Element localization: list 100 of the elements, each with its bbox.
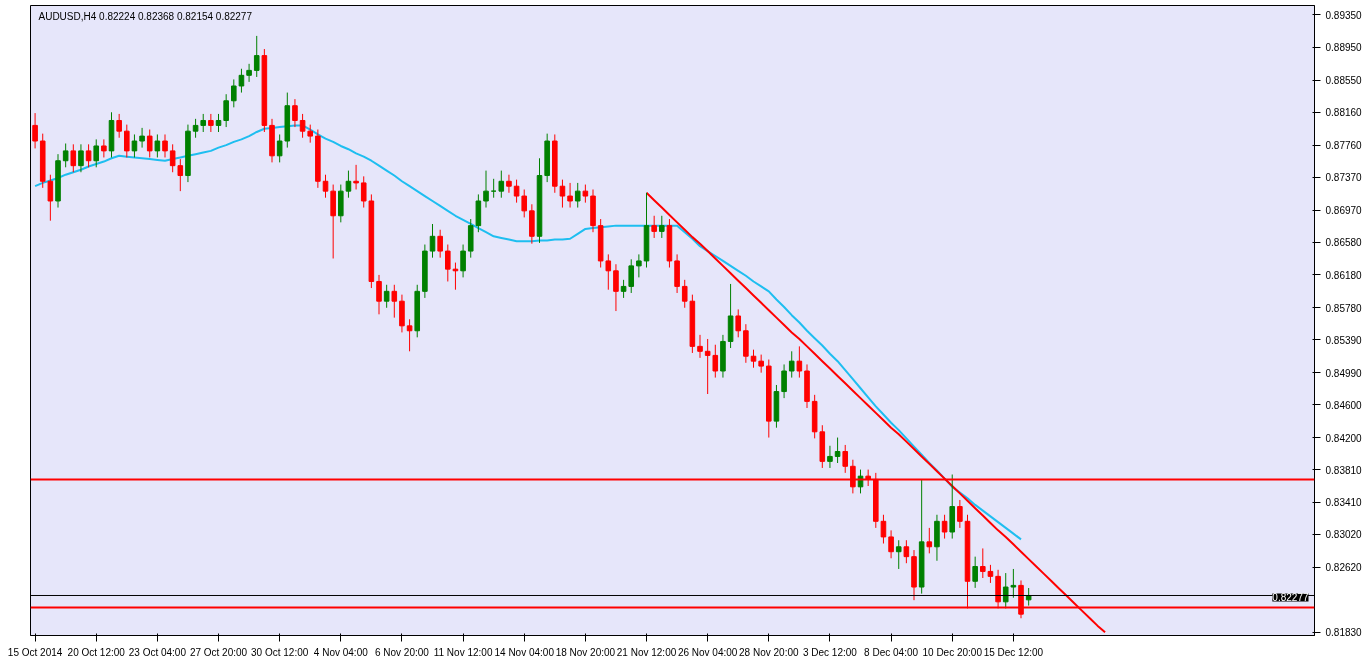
candlestick xyxy=(613,263,619,312)
candlestick xyxy=(582,184,589,204)
x-tick-label: 4 Nov 04:00 xyxy=(313,646,369,658)
candlestick xyxy=(154,133,161,158)
candlestick xyxy=(521,188,528,218)
candlestick xyxy=(78,143,84,173)
candlestick xyxy=(980,547,986,579)
candlestick xyxy=(406,318,413,352)
candlestick xyxy=(651,215,657,239)
candlestick xyxy=(781,363,787,399)
candlestick xyxy=(460,244,466,278)
candlestick xyxy=(429,223,436,259)
x-tick-label: 11 Nov 12:00 xyxy=(433,646,493,658)
candlestick xyxy=(880,514,887,545)
candlestick xyxy=(47,174,54,222)
y-tick-label: 0.88160 xyxy=(1325,107,1363,119)
x-tick-label: 20 Oct 12:00 xyxy=(67,646,126,658)
y-tick-label: 0.86580 xyxy=(1325,237,1363,249)
candlestick xyxy=(238,68,245,94)
candlestick xyxy=(636,253,642,278)
candlestick xyxy=(987,564,994,584)
candlestick xyxy=(697,334,703,359)
candlestick xyxy=(253,35,260,78)
candlestick xyxy=(177,158,184,192)
candlestick xyxy=(360,175,367,209)
candlestick xyxy=(712,344,719,379)
x-tick-label: 6 Nov 20:00 xyxy=(374,646,430,658)
candlestick xyxy=(93,138,100,168)
candlestick xyxy=(513,179,520,204)
candlestick xyxy=(169,143,176,173)
candlestick xyxy=(903,539,910,564)
candlestick xyxy=(345,170,352,199)
x-tick-label: 23 Oct 04:00 xyxy=(128,646,187,658)
y-tick-label: 0.86180 xyxy=(1325,269,1363,281)
y-tick-label: 0.83810 xyxy=(1325,464,1363,476)
candlestick xyxy=(322,174,329,199)
x-tick-label: 15 Oct 2014 xyxy=(7,646,63,658)
candlestick xyxy=(957,499,963,529)
candlestick xyxy=(704,338,711,395)
y-tick-label: 0.87370 xyxy=(1325,172,1363,184)
candlestick xyxy=(842,444,849,474)
candlestick xyxy=(445,244,451,282)
candlestick xyxy=(834,437,841,464)
candlestick xyxy=(972,556,978,589)
candlestick xyxy=(788,350,795,379)
candlestick xyxy=(70,143,77,173)
candlestick xyxy=(146,129,153,158)
candlestick xyxy=(276,133,283,163)
candlestick xyxy=(62,142,69,168)
y-tick-label: 0.89350 xyxy=(1325,9,1363,21)
candlestick xyxy=(681,279,688,309)
y-tick-label: 0.88950 xyxy=(1325,42,1363,54)
candlestick xyxy=(101,138,107,158)
candlestick xyxy=(483,170,489,209)
candlestick xyxy=(567,182,573,209)
candlestick xyxy=(941,514,948,540)
y-tick-label: 0.87760 xyxy=(1325,140,1363,152)
y-tick-label: 0.84990 xyxy=(1325,367,1363,379)
candlestick xyxy=(735,308,742,338)
y-tick-label: 0.85390 xyxy=(1325,334,1363,346)
text: AUDUSD,H4 0.82224 0.82368 0.82154 0.82277 xyxy=(38,10,253,22)
candlestick xyxy=(1010,568,1017,599)
y-tick-label: 0.81830 xyxy=(1325,627,1363,639)
candlestick xyxy=(437,229,443,259)
candlestick xyxy=(895,539,902,570)
candlestick xyxy=(246,63,252,83)
candlestick xyxy=(559,179,566,209)
candlestick xyxy=(383,284,390,309)
candlestick xyxy=(32,112,38,149)
x-tick-label: 26 Nov 04:00 xyxy=(677,646,738,658)
x-tick-label: 21 Nov 12:00 xyxy=(616,646,677,658)
candlestick xyxy=(116,113,122,139)
x-tick-label: 10 Dec 20:00 xyxy=(922,646,983,658)
candlestick xyxy=(490,178,497,199)
x-tick-label: 28 Nov 20:00 xyxy=(739,646,799,658)
x-tick-label: 18 Nov 20:00 xyxy=(555,646,616,658)
candlestick xyxy=(376,274,382,315)
candlestick xyxy=(498,170,505,199)
candlestick xyxy=(353,164,359,190)
x-tick-label: 27 Oct 20:00 xyxy=(189,646,248,658)
ref-line-label: 0.82277 xyxy=(1272,592,1309,604)
y-tick-label: 0.88550 xyxy=(1325,75,1363,87)
y-tick-label: 0.83020 xyxy=(1325,529,1363,541)
candlestick xyxy=(292,98,298,128)
candlestick xyxy=(659,215,665,239)
x-tick-label: 3 Dec 12:00 xyxy=(802,646,858,658)
x-tick-label: 8 Dec 04:00 xyxy=(864,646,919,658)
y-tick-label: 0.84200 xyxy=(1325,432,1363,444)
candlestick xyxy=(162,133,168,158)
y-tick-label: 0.85780 xyxy=(1325,302,1363,314)
candlestick xyxy=(223,93,229,128)
candlestick xyxy=(299,113,306,139)
candlestick xyxy=(926,527,933,554)
x-tick-label: 15 Dec 12:00 xyxy=(983,646,1044,658)
y-tick-label: 0.82620 xyxy=(1325,562,1363,574)
candlestick xyxy=(605,253,612,291)
x-tick-label: 14 Nov 04:00 xyxy=(494,646,555,658)
y-tick-label: 0.84600 xyxy=(1325,399,1363,411)
candlestick xyxy=(796,345,803,379)
candlestick xyxy=(888,529,894,559)
